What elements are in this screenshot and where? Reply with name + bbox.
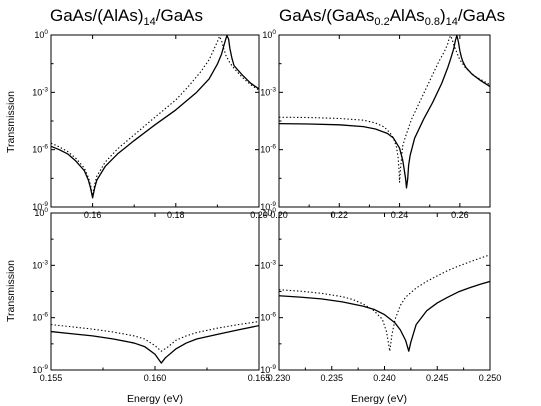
y-tick-label: 10-6 (260, 312, 276, 323)
title-1-part-5: 14 (446, 16, 458, 28)
title-1-part-1: 0.2 (374, 16, 389, 28)
y-tick-label: 10-6 (32, 312, 48, 323)
title-1-part-2: AlAs (390, 6, 425, 25)
title-0-part-1: 14 (144, 16, 156, 28)
x-axis-label-right: Energy (eV) (351, 393, 407, 405)
x-tick-label: 0.16 (84, 210, 102, 220)
y-tick-label: 10-9 (260, 201, 276, 212)
x-tick-label: 0.26 (451, 210, 469, 220)
x-tick-label: 0.18 (167, 210, 185, 220)
y-tick-label: 10-9 (260, 364, 276, 375)
y-tick-label: 100 (262, 207, 276, 218)
x-tick-label: 0.155 (40, 373, 63, 383)
series-solid-line (279, 280, 490, 352)
x-tick-label: 0.165 (248, 373, 271, 383)
series-dotted-line (51, 35, 259, 197)
title-right: GaAs/(GaAs0.2AlAs0.8)14/GaAs (279, 6, 505, 28)
title-1-part-6: /GaAs (458, 6, 505, 25)
title-left: GaAs/(AlAs)14/GaAs (50, 6, 203, 28)
title-0-part-0: GaAs/(AlAs) (50, 6, 144, 25)
series-dotted-line (279, 254, 490, 352)
plot-frame (50, 212, 260, 371)
x-tick-label: 0.250 (479, 373, 502, 383)
panel-bottom-right: 0.230 0.235 0.240 0.245 0.250 10-9 10-6 10-3 100 (260, 207, 501, 383)
plot-frame (50, 34, 260, 208)
series-dotted-line (279, 35, 490, 183)
x-tick-label: 0.22 (331, 210, 349, 220)
plot-frame (278, 34, 491, 208)
y-tick-label: 10-3 (32, 86, 48, 97)
x-axis-label-left: Energy (eV) (127, 393, 183, 405)
y-tick-label: 10-6 (32, 144, 48, 155)
y-axis-label-top: Transmission (5, 91, 17, 153)
panel-bottom-left: 0.155 0.160 0.165 10-9 10-6 10-3 100 (32, 207, 270, 383)
y-tick-label: 100 (262, 29, 276, 40)
x-tick-label: 0.160 (144, 373, 167, 383)
y-tick-label: 10-9 (32, 201, 48, 212)
x-tick-label: 0.235 (320, 373, 343, 383)
x-tick-label: 0.240 (373, 373, 396, 383)
title-1-part-0: GaAs/(GaAs (279, 6, 374, 25)
title-1-part-4: ) (440, 6, 446, 25)
x-tick-label: 0.230 (268, 373, 291, 383)
y-tick-label: 10-9 (32, 364, 48, 375)
y-tick-label: 100 (34, 29, 48, 40)
y-tick-label: 10-3 (260, 259, 276, 270)
title-0-part-2: /GaAs (156, 6, 203, 25)
series-solid-line (279, 35, 490, 189)
y-axis-label-bottom: Transmission (5, 260, 17, 322)
series-solid-line (51, 324, 259, 364)
x-tick-label: 0.24 (391, 210, 409, 220)
series-dotted-line (51, 320, 259, 352)
x-tick-label: 0.245 (426, 373, 449, 383)
y-tick-label: 10-6 (260, 144, 276, 155)
series-solid-line (51, 35, 259, 199)
y-tick-label: 10-3 (32, 259, 48, 270)
title-1-part-3: 0.8 (425, 16, 440, 28)
y-tick-label: 100 (34, 207, 48, 218)
y-tick-label: 10-3 (260, 86, 276, 97)
